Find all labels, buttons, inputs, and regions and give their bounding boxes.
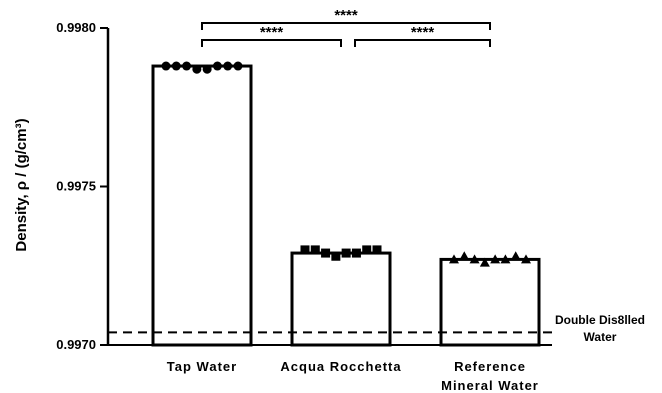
x-category-label: Tap Water: [167, 359, 237, 374]
x-category-label: Acqua Rocchetta: [280, 359, 401, 374]
data-point-circle: [171, 61, 181, 71]
data-point-square: [331, 251, 341, 261]
data-point-square: [351, 248, 361, 258]
y-tick-label: 0.9980: [56, 20, 96, 35]
y-axis-label: Density, ρ / (g/cm³): [13, 118, 30, 251]
data-point-square: [372, 245, 382, 255]
data-point-triangle: [449, 254, 459, 264]
reference-line-group: Double Dis8lled Water: [108, 313, 645, 344]
data-point-square: [362, 245, 372, 255]
data-point-square: [300, 245, 310, 255]
x-category-label: Reference: [454, 359, 526, 374]
data-point-circle: [192, 64, 202, 74]
data-point-circle: [182, 61, 192, 71]
data-point-triangle: [490, 254, 501, 264]
data-point-square: [310, 245, 320, 255]
significance-label: ****: [260, 24, 284, 41]
y-ticks: 0.9970 0.9975 0.9980: [56, 20, 108, 352]
bar: [439, 257, 541, 347]
bar: [151, 64, 253, 347]
data-point-circle: [223, 61, 233, 71]
data-point-square: [341, 248, 351, 258]
data-point-triangle: [500, 254, 511, 264]
data-point-circle: [212, 61, 222, 71]
x-category-label: Mineral Water: [441, 378, 539, 393]
reference-line-label: Water: [584, 330, 617, 344]
bar: [290, 251, 392, 347]
significance-bracket: [201, 22, 491, 30]
significance-label: ****: [411, 24, 435, 41]
significance-label: ****: [334, 7, 358, 24]
significance-bracket: [354, 39, 491, 47]
significance-brackets: **** **** ****: [201, 7, 491, 47]
data-point-triangle: [459, 251, 470, 261]
data-point-triangle: [469, 254, 480, 264]
data-point-square: [321, 248, 331, 258]
data-points: [161, 61, 531, 267]
data-point-circle: [202, 64, 212, 74]
data-point-triangle: [521, 254, 531, 264]
data-point-circle: [161, 61, 171, 71]
data-point-triangle: [510, 251, 521, 261]
category-labels: Tap Water Acqua Rocchetta Reference Mineral…: [167, 359, 539, 393]
data-point-triangle: [479, 257, 490, 267]
y-tick-label: 0.9975: [56, 179, 96, 194]
reference-line-label: Double Dis8lled: [555, 313, 645, 327]
bars: [151, 64, 541, 347]
y-tick-label: 0.9970: [56, 337, 96, 352]
significance-bracket: [201, 39, 342, 47]
data-point-circle: [233, 61, 243, 71]
